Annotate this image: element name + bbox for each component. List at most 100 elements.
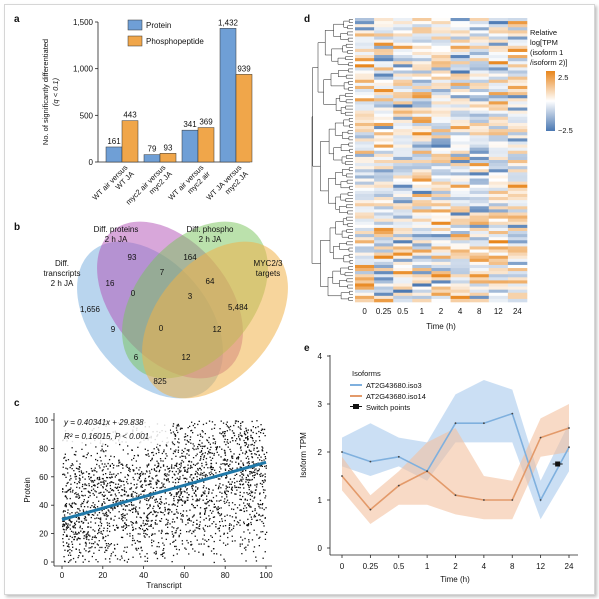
scatter-point <box>256 472 258 474</box>
scatter-point <box>191 495 193 498</box>
heatmap-cell <box>507 79 528 84</box>
heatmap-cell <box>355 85 375 90</box>
bar-category-label: WT air versusmyc2 air <box>166 163 212 209</box>
scatter-point <box>96 483 99 485</box>
scatter-point <box>215 484 217 486</box>
scatter-point <box>204 493 206 495</box>
scatter-point <box>196 519 198 521</box>
scatter-point <box>206 447 209 449</box>
dendrogram-branch <box>346 229 353 233</box>
scatter-point <box>168 474 170 476</box>
heatmap-cell <box>507 271 528 275</box>
scatter-point <box>71 447 73 449</box>
heatmap-cell <box>450 249 470 253</box>
scatter-point <box>227 446 229 448</box>
heatmap-cell <box>450 110 470 114</box>
scatter-point <box>206 439 208 441</box>
scatter-point <box>126 561 128 563</box>
scatter-point <box>88 478 91 480</box>
scatter-point <box>160 487 162 489</box>
scatter-point <box>120 463 122 465</box>
fit-r2: R² = 0.16015, P < 0.001 <box>64 432 149 441</box>
scatter-point <box>248 449 250 451</box>
scatter-point <box>126 464 128 466</box>
dendrogram-branch <box>347 37 353 42</box>
heatmap-cell <box>431 70 451 74</box>
heatmap-xtick-label: 0.25 <box>376 307 392 316</box>
scatter-point <box>259 465 261 467</box>
scatter-point <box>261 450 264 452</box>
scatter-point <box>182 500 184 502</box>
heatmap-cell <box>450 126 470 130</box>
scatter-xtick-label: 0 <box>60 571 65 580</box>
heatmap-cell <box>450 51 470 56</box>
scatter-point <box>237 458 239 460</box>
scatter-point <box>138 527 140 529</box>
heatmap-cell <box>412 48 432 53</box>
scatter-point <box>226 463 228 465</box>
scatter-point <box>169 543 171 545</box>
dendrogram-branch <box>340 181 350 189</box>
heatmap-cell <box>450 33 470 37</box>
heatmap-cell <box>488 116 509 121</box>
bar-value-label: 443 <box>123 111 137 120</box>
scatter-point <box>133 478 135 481</box>
scatter-point <box>113 507 115 509</box>
scatter-point <box>186 469 189 471</box>
scatter-point <box>244 499 246 501</box>
scatter-point <box>186 489 188 491</box>
scatter-point <box>244 537 246 540</box>
scatter-point <box>70 477 72 480</box>
scatter-point <box>253 449 255 451</box>
scatter-point <box>143 532 145 534</box>
heatmap-cell <box>374 175 394 179</box>
heatmap-cell <box>393 129 413 133</box>
scatter-point <box>210 500 213 502</box>
scatter-point <box>135 511 137 513</box>
scatter-point <box>98 549 100 551</box>
scatter-point <box>136 540 139 542</box>
scatter-point <box>101 481 103 483</box>
scatter-point <box>103 482 105 484</box>
scatter-point <box>132 526 134 528</box>
scatter-point <box>245 443 248 445</box>
scatter-point <box>174 474 176 476</box>
dendrogram-branch <box>340 267 349 275</box>
scatter-point <box>252 475 254 477</box>
scatter-point <box>242 484 244 486</box>
scatter-point <box>264 533 267 535</box>
scatter-point <box>92 492 94 495</box>
scatter-point <box>226 430 228 432</box>
scatter-point <box>189 467 191 469</box>
scatter-point <box>145 523 147 526</box>
scatter-point <box>104 513 106 515</box>
scatter-point <box>76 486 78 488</box>
heatmap-cell <box>431 51 451 56</box>
series-point <box>369 460 372 463</box>
scatter-point <box>247 464 250 467</box>
scatter-point <box>93 514 95 516</box>
scatter-point <box>178 496 180 498</box>
scatter-point <box>224 502 226 504</box>
heatmap-cell <box>412 258 432 263</box>
scatter-point <box>197 499 199 501</box>
scatter-point <box>254 474 256 476</box>
heatmap-cell <box>374 76 394 81</box>
heatmap-cell <box>507 184 528 189</box>
scatter-point <box>153 540 155 542</box>
scatter-point <box>200 456 202 458</box>
scatter-point <box>128 525 130 527</box>
heatmap-cell <box>507 268 528 272</box>
equation-box <box>62 414 170 444</box>
scatter-point <box>179 471 181 473</box>
scatter-point <box>178 442 180 444</box>
heatmap-cell <box>393 197 413 201</box>
scatter-point <box>96 514 99 516</box>
heatmap-cell <box>450 153 470 158</box>
scatter-point <box>240 536 242 538</box>
scatter-point <box>82 483 84 486</box>
scatter-point <box>137 479 139 481</box>
heatmap-cell <box>431 271 451 275</box>
scatter-point <box>248 458 250 460</box>
heatmap-cell <box>355 178 375 182</box>
